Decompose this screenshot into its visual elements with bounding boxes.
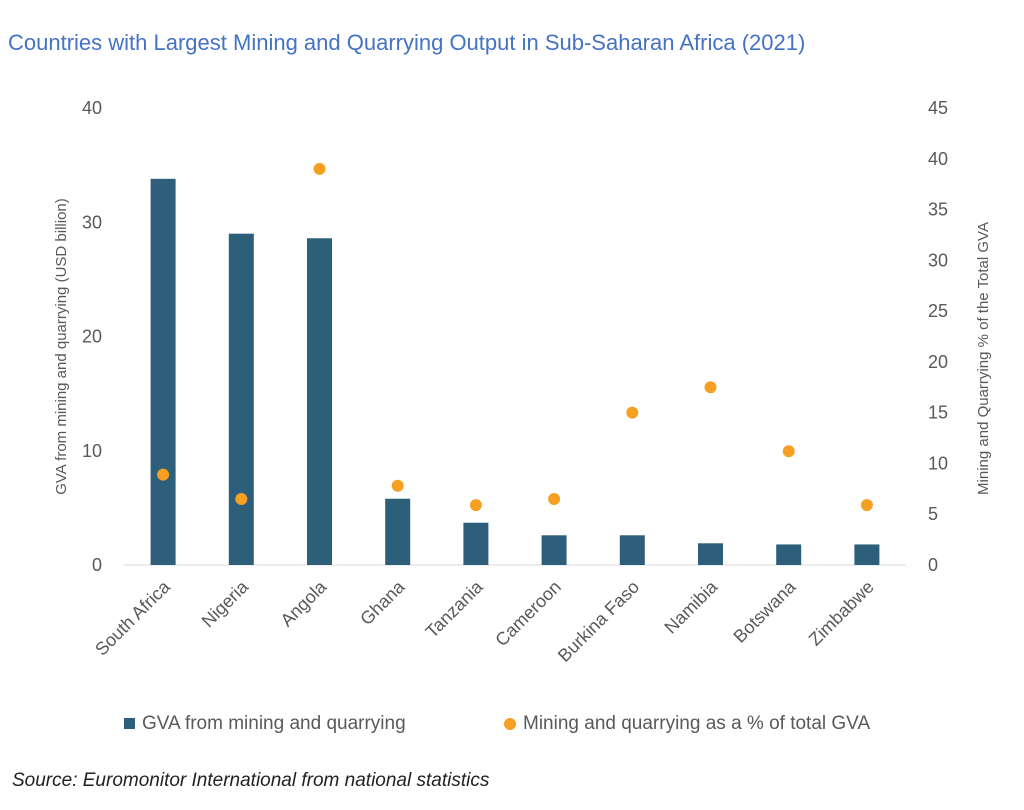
- x-tick-label: Ghana: [356, 576, 409, 629]
- bar: [854, 544, 880, 565]
- data-point: [860, 499, 873, 512]
- y2-axis-label: Mining and Quarrying % of the Total GVA: [975, 222, 992, 495]
- y-axis-label: GVA from mining and quarrying (USD billi…: [53, 198, 70, 495]
- y2-tick-label: 45: [928, 98, 948, 118]
- chart-title: Countries with Largest Mining and Quarry…: [8, 30, 806, 55]
- x-tick-label: Tanzania: [422, 576, 488, 642]
- data-point: [548, 492, 561, 505]
- x-tick-label: Burkina Faso: [554, 577, 643, 666]
- data-point: [626, 406, 639, 419]
- bar: [619, 535, 645, 565]
- data-point: [704, 381, 717, 394]
- y2-tick-label: 25: [928, 301, 948, 321]
- bar: [307, 238, 332, 565]
- y2-tick-label: 35: [928, 200, 948, 220]
- y2-tick-label: 5: [928, 504, 938, 524]
- x-tick-label: Namibia: [660, 576, 722, 638]
- bar: [463, 522, 489, 565]
- y-tick-label: 40: [82, 98, 102, 118]
- data-point: [391, 479, 404, 492]
- x-tick-label: Angola: [277, 576, 331, 630]
- legend-swatch: [124, 718, 135, 729]
- bar: [541, 535, 567, 565]
- data-point: [235, 492, 248, 505]
- bar: [150, 178, 176, 565]
- x-tick-label: Cameroon: [491, 577, 565, 651]
- y2-tick-label: 15: [928, 403, 948, 423]
- y2-tick-label: 0: [928, 555, 938, 575]
- x-tick-label: Nigeria: [198, 576, 253, 631]
- y2-tick-label: 10: [928, 453, 948, 473]
- data-point: [313, 162, 326, 175]
- x-tick-label: Zimbabwe: [805, 577, 878, 650]
- data-point: [469, 499, 482, 512]
- bar: [228, 233, 254, 566]
- y2-tick-label: 30: [928, 250, 948, 270]
- bar: [698, 543, 723, 565]
- y-tick-label: 10: [82, 441, 102, 461]
- data-point: [782, 445, 795, 458]
- chart-source: Source: Euromonitor International from n…: [12, 770, 490, 791]
- x-tick-label: South Africa: [91, 576, 174, 659]
- legend-label: GVA from mining and quarrying: [142, 713, 406, 734]
- chart-plot: 0 10 20 30 40 0 5 10 15 20 25 30 35 40 45 South Africa N…: [53, 98, 992, 734]
- legend-swatch: [504, 718, 516, 730]
- y-tick-label: 0: [92, 555, 102, 575]
- bar: [776, 544, 802, 565]
- y2-tick-label: 20: [928, 352, 948, 372]
- bar: [385, 498, 411, 565]
- data-point: [157, 468, 170, 481]
- x-tick-label: Botswana: [729, 576, 800, 647]
- legend-label: Mining and quarrying as a % of total GVA: [523, 713, 870, 734]
- y-tick-label: 20: [82, 327, 102, 347]
- y2-tick-label: 40: [928, 149, 948, 169]
- y-tick-label: 30: [82, 212, 102, 232]
